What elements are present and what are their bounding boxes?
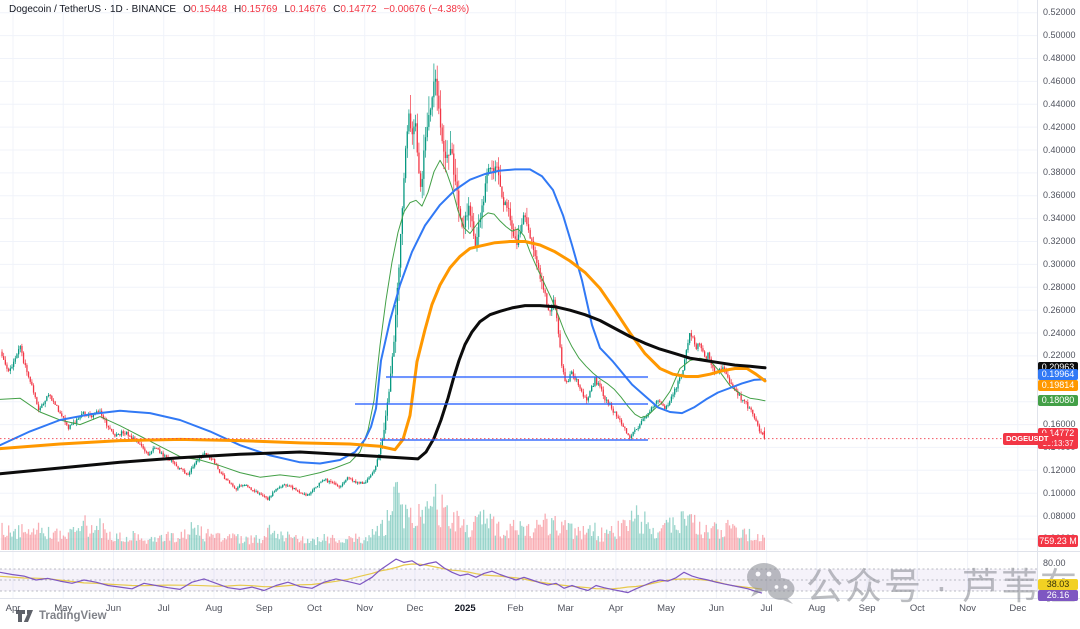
- ma-price-label: 0.19964: [1038, 369, 1078, 381]
- symbol-legend[interactable]: Dogecoin / TetherUS · 1D · BINANCE O0.15…: [9, 4, 469, 15]
- price-tick: 0.46000: [1043, 75, 1076, 86]
- price-tick: 0.32000: [1043, 236, 1076, 247]
- ohlc-high: H0.15769: [234, 4, 278, 15]
- rsi-ma-line: [0, 563, 763, 590]
- ohlc-low: L0.14676: [284, 4, 327, 15]
- price-tick: 0.34000: [1043, 213, 1076, 224]
- time-tick-jun[interactable]: Jun: [105, 603, 122, 614]
- price-tick: 0.28000: [1043, 281, 1076, 292]
- time-tick-dec[interactable]: Dec: [1009, 603, 1027, 614]
- tradingview-logo-icon: [16, 610, 33, 622]
- volume-bars: [1, 481, 765, 550]
- time-tick-dec[interactable]: Dec: [406, 603, 424, 614]
- grid-lines: [0, 0, 1037, 598]
- time-tick-nov[interactable]: Nov: [356, 603, 374, 614]
- wechat-watermark: 公众号 · 芦苇在说: [746, 556, 1080, 610]
- time-tick-apr[interactable]: Apr: [608, 603, 624, 614]
- price-tick: 0.12000: [1043, 464, 1076, 475]
- time-tick-oct[interactable]: Oct: [909, 603, 925, 614]
- ma-price-label: 0.18080: [1038, 395, 1078, 407]
- ohlc-close: C0.14772: [333, 4, 377, 15]
- time-tick-apr[interactable]: Apr: [5, 603, 21, 614]
- time-tick-sep[interactable]: Sep: [255, 603, 273, 614]
- time-tick-nov[interactable]: Nov: [959, 603, 976, 614]
- price-tick: 0.16000: [1043, 419, 1076, 430]
- rsi-value-label: 38.03: [1038, 579, 1078, 591]
- time-tick-feb[interactable]: Feb: [507, 603, 524, 614]
- time-tick-may[interactable]: May: [657, 603, 676, 614]
- wechat-icon: [747, 563, 795, 604]
- ma-line-slow-orange: [0, 240, 767, 452]
- price-tick: 0.08000: [1043, 510, 1076, 521]
- price-tick: 0.26000: [1043, 304, 1076, 315]
- time-tick-2025[interactable]: 2025: [454, 603, 476, 614]
- price-tick: 0.30000: [1043, 258, 1076, 269]
- price-tick: 0.24000: [1043, 327, 1076, 338]
- price-tick: 0.10000: [1043, 487, 1076, 498]
- time-tick-may[interactable]: May: [54, 603, 73, 614]
- watermark-text: 公众号 · 芦苇在说: [806, 566, 1080, 607]
- rsi-line: [0, 558, 763, 594]
- tradingview-logo[interactable]: TradingView: [15, 609, 107, 623]
- last-price-symbol-tag: DOGEUSDT: [1003, 432, 1052, 445]
- time-tick-jun[interactable]: Jun: [708, 603, 725, 614]
- symbol-title[interactable]: Dogecoin / TetherUS · 1D · BINANCE: [9, 4, 177, 15]
- volume-label: 759.23 M: [1038, 534, 1078, 547]
- time-tick-aug[interactable]: Aug: [808, 603, 826, 614]
- price-tick: 0.40000: [1043, 144, 1076, 155]
- tradingview-logo-text: TradingView: [39, 610, 107, 622]
- ma-line-mid-blue: [0, 168, 766, 465]
- support-lines[interactable]: [355, 376, 648, 441]
- candles: [1, 63, 765, 501]
- price-tick: 0.42000: [1043, 121, 1076, 132]
- time-tick-oct[interactable]: Oct: [307, 603, 322, 614]
- price-tick: 0.36000: [1043, 190, 1076, 201]
- ma-line-fast-green: [0, 159, 766, 478]
- ma-line-long-black: [0, 304, 767, 476]
- price-change: −0.00676 (−4.38%): [383, 4, 470, 15]
- ma-price-label: 0.20963: [1038, 362, 1078, 374]
- ma-price-label: 0.19814: [1038, 379, 1078, 391]
- ohlc-open: O0.15448: [183, 4, 228, 15]
- price-tick: 0.52000: [1043, 7, 1076, 18]
- price-tick: 0.38000: [1043, 167, 1076, 178]
- price-tick: 0.48000: [1043, 52, 1076, 63]
- time-tick-jul[interactable]: Jul: [157, 603, 170, 614]
- rsi-tick: 80.00: [1043, 558, 1066, 568]
- time-tick-jul[interactable]: Jul: [760, 603, 773, 614]
- rsi-value-label: 26.16: [1038, 589, 1078, 601]
- price-tick: 0.22000: [1043, 350, 1076, 361]
- price-tick: 0.44000: [1043, 98, 1076, 109]
- price-tick: 0.50000: [1043, 30, 1076, 41]
- time-axis[interactable]: Apr May Jun Jul Aug Sep Oct Nov Dec 2025 Feb Mar Apr…: [0, 599, 1080, 629]
- price-scale[interactable]: 0.52000 0.50000 0.48000 0.46000 0.44000 0.420…: [1038, 0, 1080, 601]
- time-tick-sep[interactable]: Sep: [858, 603, 876, 614]
- time-tick-aug[interactable]: Aug: [205, 603, 223, 614]
- pane-separators: [0, 0, 1080, 599]
- time-tick-mar[interactable]: Mar: [557, 603, 574, 614]
